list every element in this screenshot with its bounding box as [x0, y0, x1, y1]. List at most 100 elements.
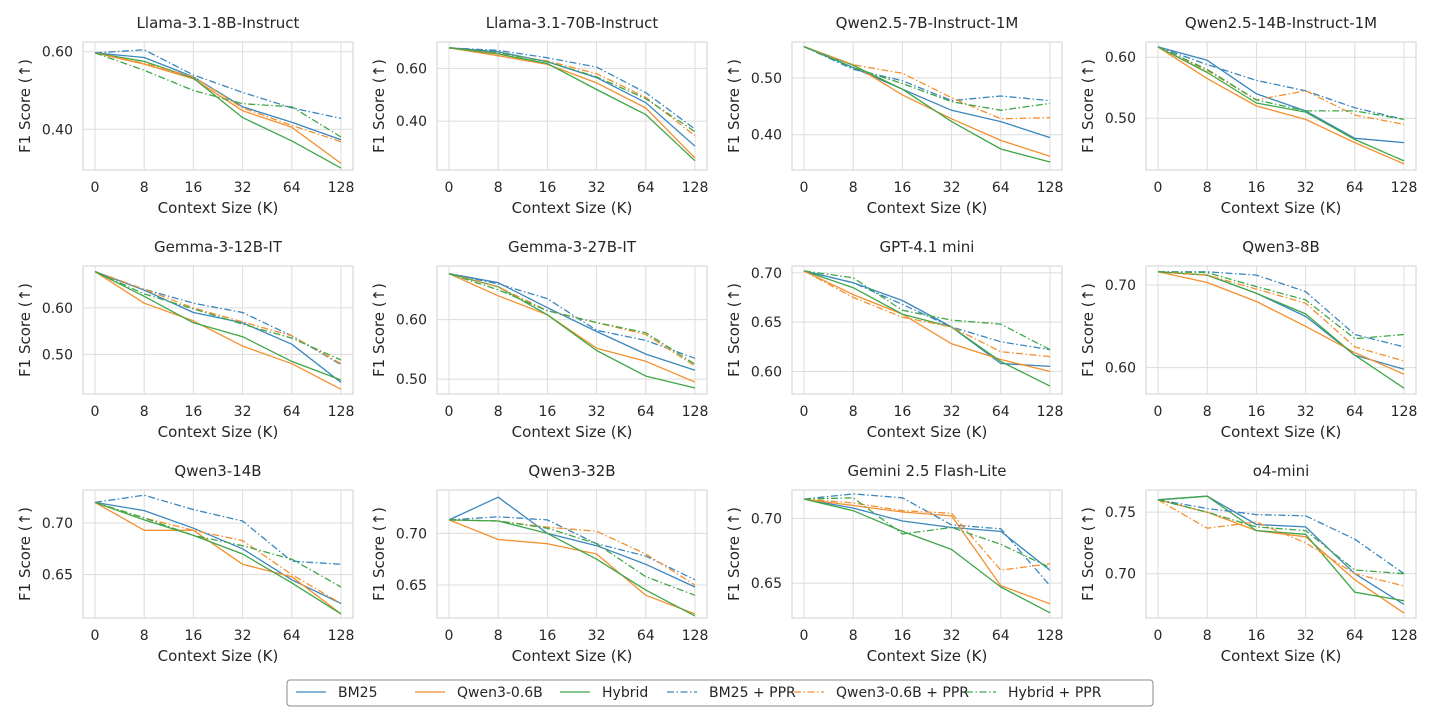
panel-llama-3-1-70b-instruct-title: Llama-3.1-70B-Instruct — [486, 14, 659, 32]
panel-gpt-4-1-mini-series-qwen3-0-6b — [803, 270, 1051, 373]
panel-qwen2-5-7b-instruct-1m-series-hybrid-ppr — [803, 46, 1051, 111]
panel-qwen3-8b-title: Qwen3-8B — [1242, 238, 1320, 256]
panel-o4-mini-series-qwen3-0-6b-ppr — [1157, 499, 1405, 587]
panel-llama-3-1-70b-instruct-ytick-1: 0.60 — [396, 61, 427, 77]
panel-gemini-2-5-flash-lite-xtick-3: 32 — [943, 628, 961, 644]
panel-qwen3-8b-xtick-1: 8 — [1203, 404, 1212, 420]
panel-qwen2-5-14b-instruct-1m-series-bm25-ppr — [1157, 46, 1405, 121]
panel-qwen3-8b-series-bm25 — [1157, 271, 1405, 370]
panel-qwen2-5-14b-instruct-1m-series-hybrid — [1157, 46, 1405, 162]
panel-llama-3-1-8b-instruct-xtick-4: 64 — [283, 180, 301, 196]
panel-gemma-3-27b-it-xtick-5: 128 — [682, 404, 709, 420]
panel-gemma-3-27b-it-series-bm25-ppr — [448, 273, 696, 359]
panel-gemma-3-12b-it-series-hybrid-ppr — [94, 271, 342, 361]
panel-o4-mini-ytick-0: 0.70 — [1105, 567, 1136, 583]
panel-llama-3-1-70b-instruct-xtick-1: 8 — [494, 180, 503, 196]
panel-llama-3-1-8b-instruct-xlabel: Context Size (K) — [158, 199, 279, 217]
panel-qwen3-14b-series-bm25 — [94, 501, 342, 605]
panel-gpt-4-1-mini-series-qwen3-0-6b-ppr — [803, 270, 1051, 358]
panel-qwen2-5-7b-instruct-1m-xtick-2: 16 — [893, 180, 911, 196]
panel-qwen3-14b-series-hybrid-ppr — [94, 501, 342, 588]
panel-qwen2-5-14b-instruct-1m-title: Qwen2.5-14B-Instruct-1M — [1185, 14, 1377, 32]
panel-qwen3-14b-xtick-1: 8 — [140, 628, 149, 644]
panel-qwen2-5-7b-instruct-1m-ytick-0: 0.40 — [751, 128, 782, 144]
panel-gemma-3-27b-it-ytick-0: 0.50 — [396, 372, 427, 388]
panel-llama-3-1-8b-instruct-ytick-0: 0.40 — [42, 122, 73, 138]
panel-qwen2-5-7b-instruct-1m-series-qwen3-0-6b-ppr — [803, 45, 1051, 120]
panel-gemma-3-27b-it-series-hybrid-ppr — [448, 273, 696, 365]
panel-gemma-3-12b-it-ytick-1: 0.60 — [42, 301, 73, 317]
panel-gemini-2-5-flash-lite-xlabel: Context Size (K) — [867, 647, 988, 665]
panel-gemini-2-5-flash-lite-frame — [791, 489, 1063, 619]
panel-qwen3-8b-series-bm25-ppr — [1158, 271, 1405, 348]
panel-qwen3-14b-xlabel: Context Size (K) — [158, 647, 279, 665]
panel-gemini-2-5-flash-lite-series-bm25 — [803, 498, 1051, 571]
panel-gemini-2-5-flash-lite-series-hybrid-ppr — [803, 497, 1051, 569]
panel-llama-3-1-8b-instruct-xtick-0: 0 — [91, 180, 100, 196]
panel-qwen3-14b-ylabel: F1 Score (↑) — [16, 507, 34, 601]
panel-gemma-3-12b-it-series-hybrid — [94, 271, 342, 381]
panel-qwen3-32b-series-bm25 — [448, 496, 696, 588]
panel-gemini-2-5-flash-lite-xtick-1: 8 — [849, 628, 858, 644]
panel-qwen2-5-14b-instruct-1m-xtick-1: 8 — [1203, 180, 1212, 196]
panel-llama-3-1-8b-instruct-series-qwen3-0-6b-ppr — [94, 52, 342, 143]
panel-llama-3-1-8b-instruct-series-qwen3-0-6b — [94, 52, 342, 164]
panel-qwen3-14b-xtick-0: 0 — [91, 628, 100, 644]
panel-gemini-2-5-flash-lite-xtick-4: 64 — [992, 628, 1010, 644]
panel-o4-mini-xtick-3: 32 — [1297, 628, 1315, 644]
panel-qwen3-32b-xtick-3: 32 — [588, 628, 606, 644]
panel-llama-3-1-8b-instruct-ytick-1: 0.60 — [42, 45, 73, 61]
panel-qwen2-5-7b-instruct-1m-frame — [791, 41, 1063, 171]
panel-qwen3-32b-ytick-1: 0.70 — [396, 526, 427, 542]
panel-gemini-2-5-flash-lite-title: Gemini 2.5 Flash-Lite — [847, 462, 1006, 480]
panel-qwen2-5-7b-instruct-1m-ytick-1: 0.50 — [751, 71, 782, 87]
panel-gemma-3-27b-it-series-bm25 — [448, 273, 696, 371]
panel-llama-3-1-70b-instruct-series-hybrid-ppr — [448, 47, 696, 133]
panel-gemma-3-12b-it-xtick-2: 16 — [184, 404, 202, 420]
panel-gpt-4-1-mini-frame — [791, 265, 1063, 395]
panel-gemma-3-27b-it-xtick-3: 32 — [588, 404, 606, 420]
panel-gemma-3-27b-it-series-qwen3-0-6b — [448, 273, 696, 383]
panel-gpt-4-1-mini-ytick-2: 0.70 — [751, 266, 782, 282]
panel-gpt-4-1-mini-ylabel: F1 Score (↑) — [725, 283, 743, 377]
panel-qwen2-5-14b-instruct-1m-xtick-0: 0 — [1154, 180, 1163, 196]
panel-qwen3-8b-series-hybrid — [1157, 271, 1405, 389]
panel-gemma-3-12b-it-title: Gemma-3-12B-IT — [154, 238, 283, 256]
panel-llama-3-1-8b-instruct-ylabel: F1 Score (↑) — [16, 59, 34, 153]
panel-gemma-3-12b-it-xtick-1: 8 — [140, 404, 149, 420]
panel-gemini-2-5-flash-lite-xtick-5: 128 — [1037, 628, 1064, 644]
panel-qwen3-32b-series-qwen3-0-6b — [448, 519, 696, 615]
panel-o4-mini-series-qwen3-0-6b — [1157, 499, 1405, 614]
legend-box — [286, 679, 1154, 707]
panel-gemma-3-27b-it-xtick-1: 8 — [494, 404, 503, 420]
panel-gemma-3-27b-it-xlabel: Context Size (K) — [512, 423, 633, 441]
panel-qwen2-5-7b-instruct-1m-xlabel: Context Size (K) — [867, 199, 988, 217]
panel-gpt-4-1-mini-ytick-0: 0.60 — [751, 364, 782, 380]
panel-llama-3-1-70b-instruct-xtick-3: 32 — [588, 180, 606, 196]
panel-llama-3-1-70b-instruct-series-hybrid — [448, 47, 696, 162]
panel-gpt-4-1-mini-xtick-3: 32 — [943, 404, 961, 420]
panel-qwen3-14b-xtick-3: 32 — [234, 628, 252, 644]
panel-llama-3-1-8b-instruct-xtick-3: 32 — [234, 180, 252, 196]
panel-gemma-3-12b-it-xtick-0: 0 — [91, 404, 100, 420]
panel-llama-3-1-70b-instruct-ytick-0: 0.40 — [396, 114, 427, 130]
panel-llama-3-1-8b-instruct-xtick-2: 16 — [184, 180, 202, 196]
panel-qwen3-8b-series-qwen3-0-6b-ppr — [1157, 271, 1405, 362]
panel-gemma-3-27b-it-xtick-4: 64 — [637, 404, 655, 420]
panel-qwen3-14b-xtick-2: 16 — [184, 628, 202, 644]
panel-o4-mini-xtick-0: 0 — [1154, 628, 1163, 644]
panel-gemma-3-12b-it-frame — [82, 265, 354, 395]
panel-o4-mini-xtick-5: 128 — [1391, 628, 1418, 644]
panel-qwen3-8b-xtick-5: 128 — [1391, 404, 1418, 420]
legend-label-qwen3-0-6b: Qwen3-0.6B — [457, 685, 543, 701]
panel-qwen3-32b-title: Qwen3-32B — [528, 462, 615, 480]
panel-qwen3-8b-frame — [1145, 265, 1417, 395]
legend-label-qwen3-0-6b-ppr: Qwen3-0.6B + PPR — [836, 685, 969, 701]
panel-gemini-2-5-flash-lite-ytick-1: 0.70 — [751, 511, 782, 527]
panel-o4-mini-title: o4-mini — [1253, 462, 1310, 480]
panel-gpt-4-1-mini-series-hybrid — [803, 270, 1051, 387]
panel-qwen3-32b-xtick-0: 0 — [445, 628, 454, 644]
panel-o4-mini-xtick-2: 16 — [1247, 628, 1265, 644]
panel-llama-3-1-8b-instruct-xtick-1: 8 — [140, 180, 149, 196]
panel-o4-mini-frame — [1145, 489, 1417, 619]
